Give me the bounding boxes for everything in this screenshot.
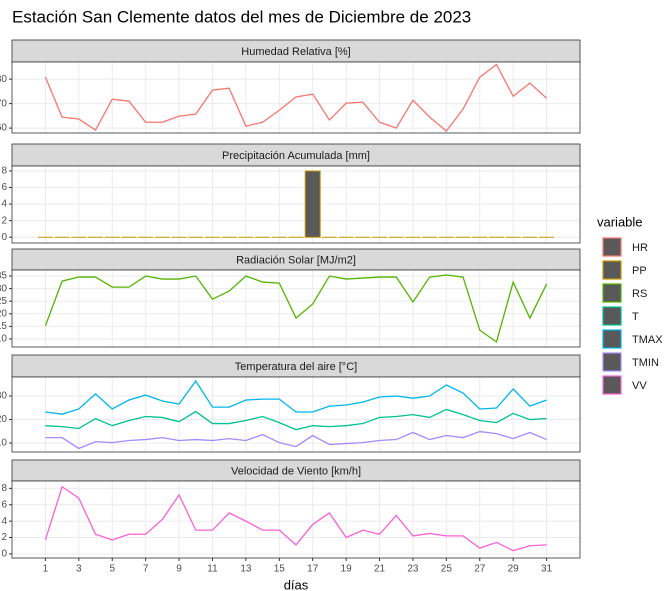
y-tick-label: 4	[1, 199, 7, 210]
y-tick-label: 2	[1, 215, 7, 226]
panel-border	[11, 376, 581, 453]
x-tick-label: 11	[207, 564, 218, 575]
y-tick-label: 2	[1, 532, 7, 543]
legend-label: PP	[632, 265, 647, 277]
x-tick-label: 19	[341, 564, 353, 575]
y-tick-label: 25	[0, 296, 7, 307]
y-tick-label: 10	[0, 438, 7, 449]
panel-border	[11, 269, 581, 348]
y-tick-label: 0	[1, 549, 7, 560]
y-tick-label: 20	[0, 308, 7, 319]
y-tick-label: 8	[1, 483, 7, 494]
y-tick-label: 80	[0, 74, 7, 85]
y-tick-label: 10	[0, 334, 7, 345]
y-tick-label: 30	[0, 391, 7, 402]
legend-label: TMAX	[632, 334, 663, 346]
y-tick-label: 60	[0, 123, 7, 134]
panel-border	[11, 480, 581, 559]
x-tick-label: 25	[441, 564, 453, 575]
line	[44, 63, 548, 132]
x-tick-label: 7	[143, 564, 149, 575]
strip-title: Temperatura del aire [°C]	[235, 361, 357, 373]
strip-title: Radiación Solar [MJ/m2]	[236, 254, 356, 266]
x-tick-label: 23	[407, 564, 419, 575]
x-tick-label: 27	[474, 564, 486, 575]
y-tick-label: 4	[1, 516, 7, 527]
y-tick-label: 30	[0, 283, 7, 294]
x-axis-label: días	[284, 577, 309, 591]
x-tick-label: 5	[109, 564, 115, 575]
chart-title: Estación San Clemente datos del mes de D…	[12, 7, 471, 26]
x-tick-label: 15	[274, 564, 286, 575]
line	[44, 485, 547, 552]
line	[45, 379, 547, 415]
line	[44, 274, 548, 344]
bar	[304, 170, 321, 238]
panel-background	[12, 481, 580, 558]
y-tick-label: 8	[1, 166, 7, 177]
legend-key	[602, 283, 622, 303]
y-tick-label: 6	[1, 182, 7, 193]
y-tick-label: 35	[0, 271, 7, 282]
strip-title: Velocidad de Viento [km/h]	[231, 465, 361, 477]
x-tick-label: 13	[240, 564, 252, 575]
x-tick-label: 31	[541, 564, 553, 575]
legend-key	[602, 306, 622, 326]
legend-title: variable	[597, 214, 643, 229]
legend-key	[602, 352, 622, 372]
strip-title: Humedad Relativa [%]	[241, 46, 350, 58]
y-tick-label: 0	[1, 232, 7, 243]
panel-border	[11, 165, 581, 244]
y-tick-label: 20	[0, 414, 7, 425]
panel-background	[12, 377, 580, 452]
line	[45, 408, 547, 431]
x-tick-label: 3	[76, 564, 82, 575]
strip-title: Precipitación Acumulada [mm]	[222, 150, 370, 162]
legend-key	[602, 260, 622, 280]
legend-label: HR	[632, 242, 648, 254]
legend-label: T	[632, 311, 639, 323]
legend-key	[602, 375, 622, 395]
x-tick-label: 1	[43, 564, 49, 575]
x-tick-label: 29	[508, 564, 520, 575]
x-tick-label: 17	[307, 564, 319, 575]
legend-key	[602, 237, 622, 257]
line	[45, 430, 547, 450]
x-tick-label: 9	[176, 564, 182, 575]
panel-border	[11, 61, 581, 134]
legend-key	[602, 329, 622, 349]
x-tick-label: 21	[374, 564, 386, 575]
y-tick-label: 70	[0, 98, 7, 109]
y-tick-label: 15	[0, 321, 7, 332]
legend-label: VV	[632, 380, 647, 392]
y-tick-label: 6	[1, 499, 7, 510]
legend-label: RS	[632, 288, 647, 300]
panel-background	[12, 270, 580, 347]
legend-label: TMIN	[632, 357, 659, 369]
